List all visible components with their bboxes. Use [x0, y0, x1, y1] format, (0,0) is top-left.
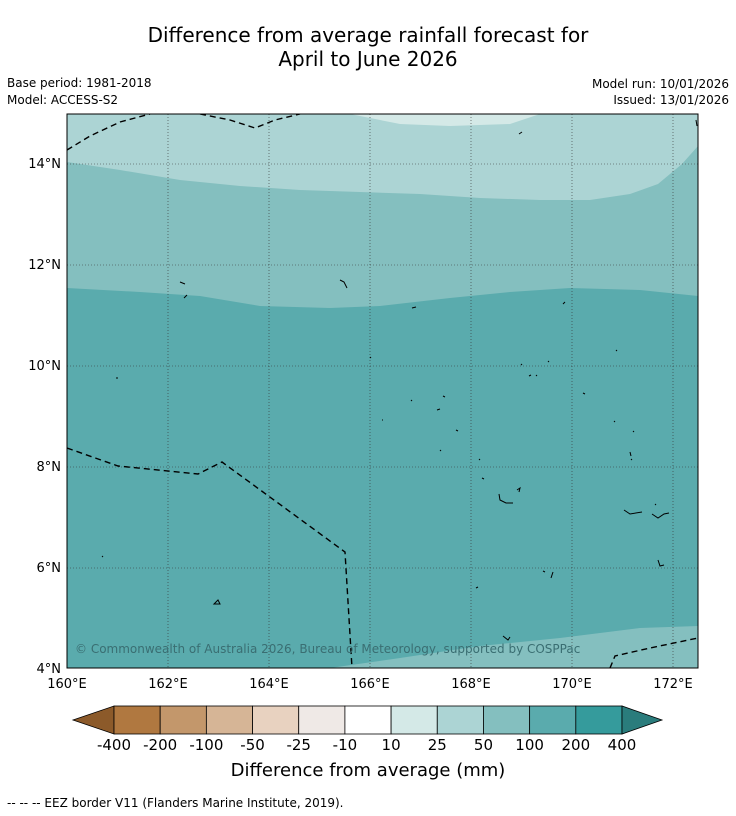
colorbar-tick-label: -400	[96, 736, 132, 754]
colorbar-extend-low	[71, 705, 115, 735]
colorbar-tick-label: 50	[473, 736, 493, 754]
colorbar-tick-label: 200	[561, 736, 591, 754]
eez-footnote: -- -- -- EEZ border V11 (Flanders Marine…	[7, 796, 344, 810]
colorbar-tick-label: -50	[240, 736, 265, 754]
colorbar-segment	[483, 705, 531, 735]
colorbar-tick-label: -200	[143, 736, 178, 754]
copyright-notice: © Commonwealth of Australia 2026, Bureau…	[75, 642, 580, 656]
eez-borders	[67, 114, 698, 668]
colorbar-segment	[344, 705, 392, 735]
map-title-line1: Difference from average rainfall forecas…	[147, 23, 589, 47]
colorbar-segment	[436, 705, 484, 735]
colorbar-segment	[298, 705, 346, 735]
lat-label-10n: 10°N	[28, 359, 61, 374]
map-frame	[66, 113, 699, 669]
colorbar-extend-high	[621, 705, 664, 735]
base-period: Base period: 1981-2018	[7, 76, 152, 90]
colorbar-segment	[575, 705, 623, 735]
colorbar-tick-label: -10	[332, 736, 358, 754]
band-25-50	[67, 114, 698, 200]
lon-label-162e: 162°E	[148, 677, 188, 692]
gridlines	[67, 114, 698, 668]
model-run: Model run: 10/01/2026	[591, 77, 729, 91]
latitude-labels: 14°N 12°N 10°N 8°N 6°N 4°N	[28, 157, 61, 677]
band-10-25	[350, 114, 540, 126]
colorbar-title: Difference from average (mm)	[230, 760, 506, 781]
colorbar-segment	[205, 705, 253, 735]
model-name: Model: ACCESS-S2	[7, 93, 119, 107]
colorbar-segment	[113, 705, 161, 735]
colorbar-tick-label: -100	[189, 736, 224, 754]
longitude-labels: 160°E 162°E 164°E 166°E 168°E 170°E 172°…	[47, 677, 693, 692]
colorbar-tick-label: -25	[286, 736, 311, 754]
colorbar-tick-label: 100	[515, 736, 544, 754]
colorbar-segment	[252, 705, 300, 735]
islands	[101, 119, 698, 641]
lat-label-8n: 8°N	[37, 460, 62, 475]
lat-label-14n: 14°N	[28, 157, 61, 172]
lon-label-172e: 172°E	[653, 677, 693, 692]
colorbar-segment	[529, 705, 577, 735]
band-50-100-bottom	[330, 626, 698, 668]
lon-label-160e: 160°E	[47, 677, 87, 692]
lat-label-4n: 4°N	[37, 662, 62, 677]
colorbar-tick-label: 25	[427, 736, 447, 754]
map-title-line2: April to June 2026	[278, 47, 458, 71]
lon-label-166e: 166°E	[350, 677, 390, 692]
colorbar-segment	[159, 705, 207, 735]
colorbar-segment	[390, 705, 438, 735]
colorbar-tick-label: 10	[381, 736, 401, 754]
rainfall-map	[67, 114, 698, 668]
colorbar-tick-label: 400	[607, 736, 637, 754]
lon-label-164e: 164°E	[249, 677, 289, 692]
lat-label-12n: 12°N	[28, 258, 61, 273]
issued-date: Issued: 13/01/2026	[613, 93, 729, 107]
lon-label-168e: 168°E	[451, 677, 491, 692]
lon-label-170e: 170°E	[552, 677, 592, 692]
colorbar	[71, 705, 664, 735]
lat-label-6n: 6°N	[37, 561, 62, 576]
